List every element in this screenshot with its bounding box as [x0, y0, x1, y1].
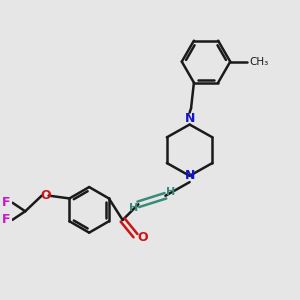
Text: F: F — [2, 213, 10, 226]
Text: O: O — [40, 189, 50, 202]
Text: F: F — [2, 196, 10, 209]
Text: N: N — [184, 112, 195, 125]
Text: O: O — [138, 231, 148, 244]
Text: N: N — [184, 169, 195, 182]
Text: CH₃: CH₃ — [250, 57, 269, 67]
Text: H: H — [166, 187, 175, 196]
Text: H: H — [129, 203, 138, 213]
